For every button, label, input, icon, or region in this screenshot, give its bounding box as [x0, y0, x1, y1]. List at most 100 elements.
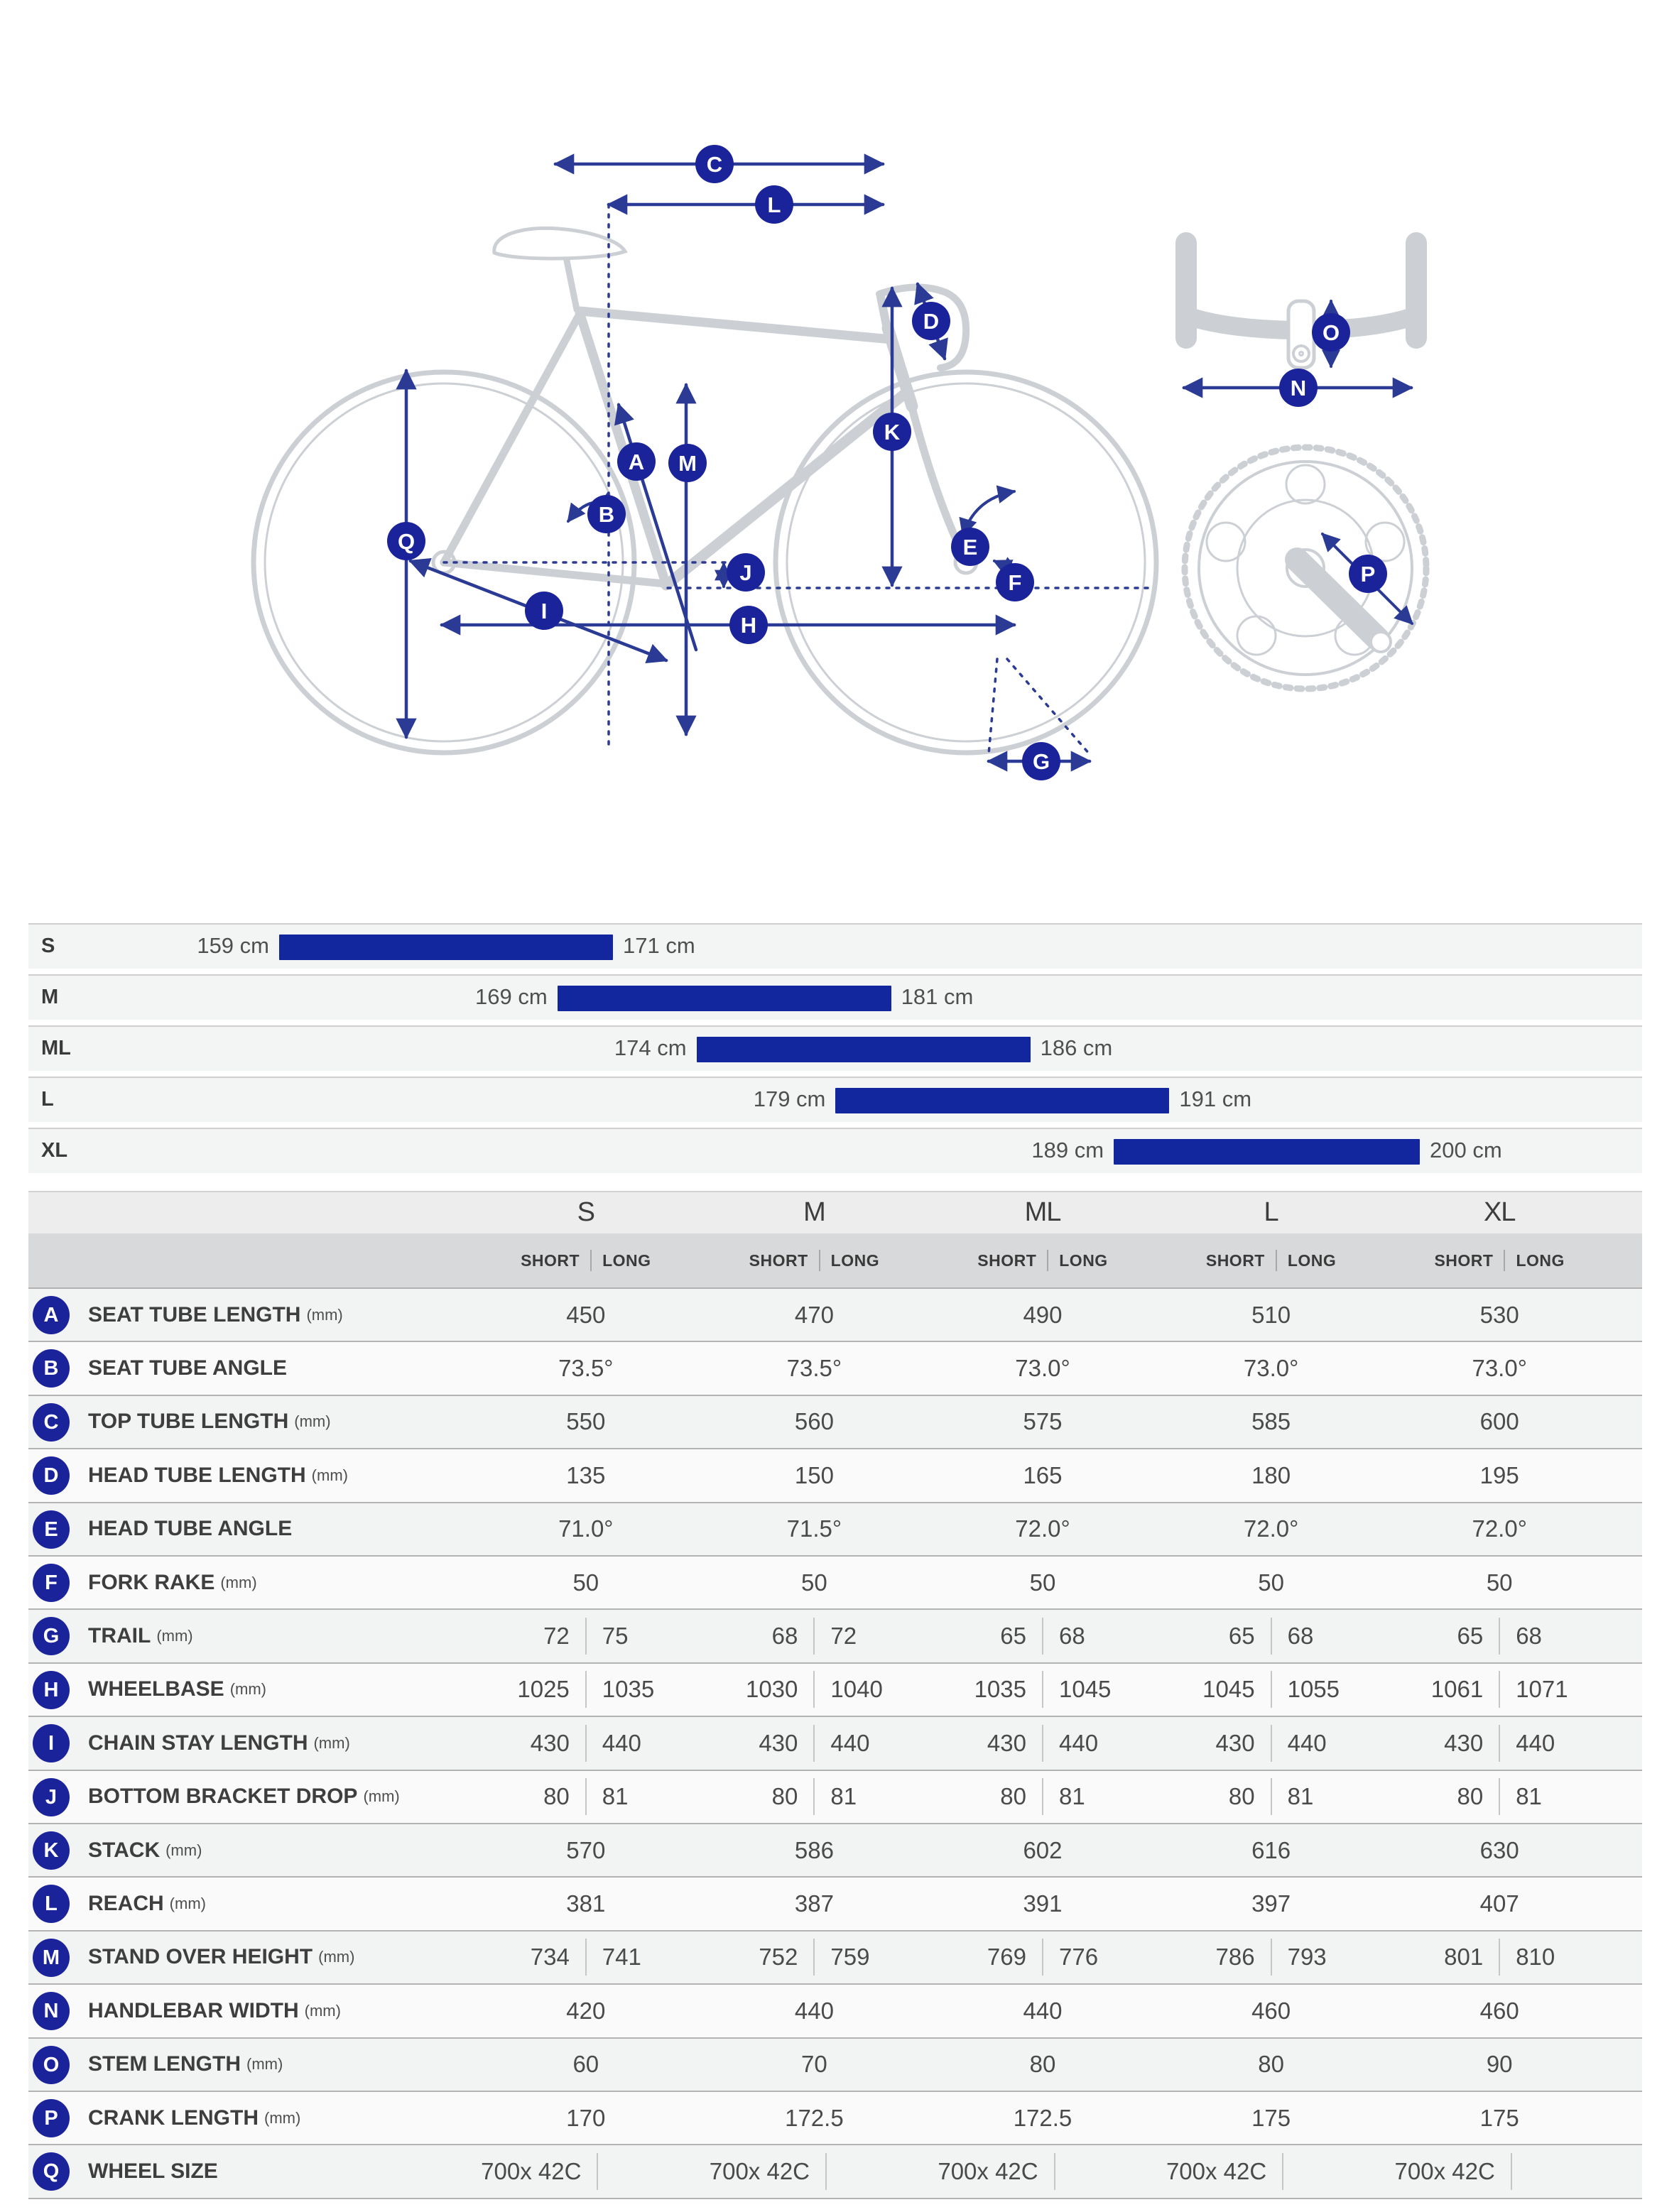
dim-badge-letter: N — [1291, 376, 1306, 401]
short-long-value-divider — [1499, 1778, 1501, 1816]
dim-badge-J: J — [727, 553, 765, 592]
short-long-value-divider — [1510, 2153, 1512, 2191]
value: 407 — [1479, 1890, 1519, 1917]
value-cell-C-M: 560 — [700, 1396, 929, 1448]
saddle — [492, 226, 628, 261]
value-cell-B-S: 73.5° — [472, 1342, 700, 1394]
value-short: 1045 — [1202, 1676, 1255, 1703]
value-long: 68 — [1058, 1623, 1085, 1650]
short-long-value-divider — [585, 1724, 587, 1762]
short-label: SHORT — [749, 1251, 808, 1270]
value-cell-I-M: 430 440 — [700, 1717, 929, 1769]
value-long: 1055 — [1287, 1676, 1340, 1703]
height-range-bar — [1114, 1139, 1420, 1165]
short-long-value-divider — [585, 1618, 587, 1655]
value-cell-C-L: 585 — [1157, 1396, 1386, 1448]
value-cell-G-S: 72 75 — [472, 1610, 700, 1662]
short-long-value-divider — [813, 1778, 815, 1816]
height-range-bar — [835, 1088, 1170, 1113]
value-short: 68 — [771, 1623, 798, 1650]
value-long: 81 — [1058, 1783, 1085, 1810]
value-short: 80 — [1000, 1783, 1026, 1810]
value: 550 — [566, 1408, 606, 1435]
value-short: 65 — [1457, 1623, 1484, 1650]
value-short: 786 — [1215, 1944, 1255, 1971]
value: 90 — [1486, 2051, 1513, 2078]
row-unit: (mm) — [220, 1573, 257, 1591]
value-cell-N-S: 420 — [472, 1985, 700, 2037]
row-label: REACH (mm) — [88, 1892, 206, 1916]
value: 71.5° — [786, 1515, 842, 1542]
value-long: 1035 — [602, 1676, 655, 1703]
dimension-letter-badge: E — [33, 1510, 70, 1549]
value-cell-K-M: 586 — [700, 1824, 929, 1876]
dimension-letter-badge: P — [33, 2099, 70, 2137]
value-short: 1025 — [517, 1676, 570, 1703]
dim-badge-letter: K — [884, 420, 901, 445]
short-long-value-divider — [585, 1778, 587, 1816]
value: 585 — [1251, 1408, 1291, 1435]
table-row-B: B SEAT TUBE ANGLE 73.5° 73.5° 73.0° 73.0° 73.0… — [28, 1341, 1642, 1395]
dimension-letter-badge: G — [33, 1617, 70, 1656]
value: 80 — [1029, 2051, 1056, 2078]
size-column-header-M: M — [803, 1197, 826, 1227]
short-long-value-divider — [813, 1618, 815, 1655]
chainring-teeth — [1181, 444, 1430, 692]
value-cell-J-ML: 80 81 — [928, 1771, 1157, 1823]
stem-bolt — [1292, 344, 1310, 363]
row-label: TRAIL (mm) — [88, 1624, 193, 1648]
value-cell-D-L: 180 — [1157, 1449, 1386, 1501]
dim-badge-letter: L — [768, 192, 781, 217]
height-min-label: 189 cm — [1031, 1138, 1104, 1162]
dim-badge-letter: E — [963, 535, 978, 560]
value-short: 80 — [543, 1783, 570, 1810]
row-unit: (mm) — [264, 2108, 301, 2127]
dimension-letter-badge: L — [33, 1885, 70, 1924]
value-cell-P-M: 172.5 — [700, 2092, 929, 2144]
value: 71.0° — [558, 1515, 614, 1542]
row-label: FORK RAKE (mm) — [88, 1570, 257, 1594]
value: 570 — [566, 1836, 606, 1863]
short-long-value-divider — [1270, 1939, 1272, 1976]
size-column-header-L: L — [1264, 1197, 1279, 1227]
value-short: 80 — [1228, 1783, 1255, 1810]
bike-geometry-diagram: A B C D E F G H I J K L M N O P Q — [251, 145, 1430, 780]
value-cell-I-ML: 430 440 — [928, 1717, 1157, 1769]
value-cell-P-ML: 172.5 — [928, 2092, 1157, 2144]
table-row-K: K STACK (mm) 570 586 602 616 630 — [28, 1823, 1642, 1877]
value-long: 81 — [1516, 1783, 1542, 1810]
short-long-value-divider — [1282, 2153, 1284, 2191]
drop-bar-side — [876, 283, 970, 371]
value-cell-B-XL: 73.0° — [1385, 1342, 1614, 1394]
value: 420 — [566, 1997, 606, 2024]
value: 60 — [572, 2051, 599, 2078]
value: 135 — [566, 1461, 606, 1488]
row-unit: (mm) — [229, 1680, 266, 1699]
row-unit: (mm) — [313, 1733, 350, 1752]
value-cell-D-XL: 195 — [1385, 1449, 1614, 1501]
row-unit: (mm) — [363, 1787, 400, 1806]
dimension-letter-badge: K — [33, 1831, 70, 1870]
short-long-value-divider — [1499, 1671, 1501, 1709]
short-long-header-M: SHORT LONG — [700, 1233, 929, 1287]
dim-badge-letter: J — [739, 560, 751, 585]
value-cell-P-S: 170 — [472, 2092, 700, 2144]
seatpost — [563, 254, 580, 313]
short-long-value-divider — [1041, 1618, 1043, 1655]
dim-badge-letter: H — [741, 613, 756, 638]
value-long: 776 — [1058, 1944, 1099, 1971]
value-cell-M-L: 786 793 — [1157, 1932, 1386, 1983]
long-label: LONG — [602, 1251, 651, 1270]
value-cell-A-S: 450 — [472, 1289, 700, 1341]
table-row-H: H WHEELBASE (mm) 1025 1035 1030 1040 1035 1045 10… — [28, 1662, 1642, 1716]
long-label: LONG — [830, 1251, 880, 1270]
value-cell-G-XL: 65 68 — [1385, 1610, 1614, 1662]
value-short: 430 — [987, 1729, 1026, 1756]
value-cell-G-M: 68 72 — [700, 1610, 929, 1662]
size-row-ML: ML 174 cm 186 cm — [28, 1025, 1642, 1071]
value-cell-M-XL: 801 810 — [1385, 1932, 1614, 1983]
value-cell-Q-ML: 700x 42C — [928, 2145, 1157, 2197]
value-short: 700x 42C — [481, 2158, 582, 2185]
size-row-L: L 179 cm 191 cm — [28, 1077, 1642, 1122]
value-cell-Q-M: 700x 42C — [700, 2145, 929, 2197]
